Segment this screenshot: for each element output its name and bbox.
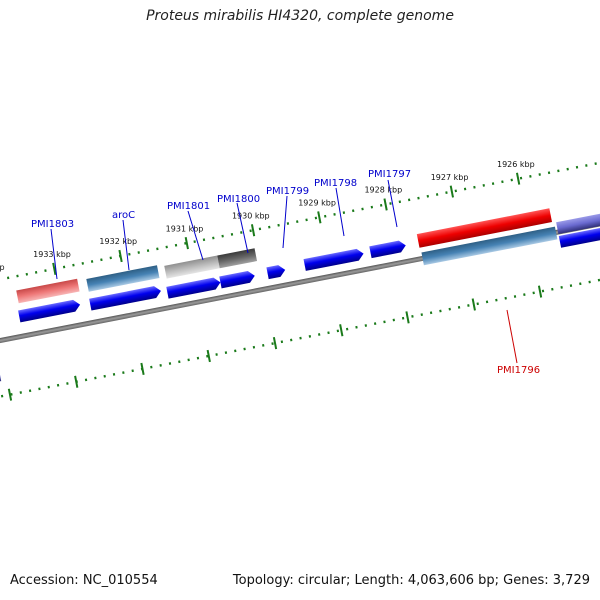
scale-tick <box>140 362 145 375</box>
genome-summary: Topology: circular; Length: 4,063,606 bp… <box>232 573 590 588</box>
map-title: Proteus mirabilis HI4320, complete genom… <box>146 8 454 24</box>
scale-label: 1928 kbp <box>364 186 402 195</box>
cds-pmi1796[interactable] <box>421 226 558 266</box>
cds-pmi1800[interactable] <box>219 270 256 289</box>
gene-aroc[interactable] <box>86 265 160 292</box>
scale-tick <box>206 349 211 363</box>
scale-label: 1933 kbp <box>33 250 71 259</box>
scale-tick <box>250 224 256 237</box>
scale-tick <box>317 211 322 224</box>
gene-edge-right[interactable] <box>556 212 600 235</box>
scale-tick <box>272 337 278 350</box>
gene-label[interactable]: aroC <box>112 210 135 221</box>
gene-pmi1796[interactable] <box>416 208 553 248</box>
scale-label: 1926 kbp <box>497 160 535 169</box>
outer-scale-ticks <box>52 172 521 275</box>
scale-label: 1932 kbp <box>99 237 137 246</box>
gene-label[interactable]: PMI1800 <box>217 194 260 205</box>
gene-pmi1800[interactable] <box>217 248 258 269</box>
gene-label[interactable]: PMI1801 <box>167 201 210 212</box>
scale-tick <box>405 311 410 324</box>
scale-tick <box>383 198 388 211</box>
scale-tick <box>449 185 454 198</box>
scale-label: 1930 kbp <box>232 211 270 220</box>
gene-label[interactable]: PMI1798 <box>314 178 357 189</box>
scale-tick <box>52 262 57 275</box>
gene-label[interactable]: PMI1803 <box>31 219 74 230</box>
scale-tick <box>184 237 189 250</box>
outer-scale-labels: 1934 kbp 1933 kbp 1932 kbp 1931 kbp 1930 kbp… <box>0 160 535 272</box>
gene-label[interactable]: PMI1799 <box>266 186 309 197</box>
gene-pmi1803[interactable] <box>16 278 80 304</box>
cds-aroc[interactable] <box>89 285 162 311</box>
gene-pmi1801[interactable] <box>164 255 220 279</box>
accession-text: Accession: NC_010554 <box>10 573 158 588</box>
scale-tick <box>339 324 344 337</box>
gene-label[interactable]: PMI1797 <box>368 169 411 180</box>
inner-scale-ticks <box>7 285 543 401</box>
cds-pmi1801[interactable] <box>166 277 221 299</box>
gene-label[interactable]: PMI1796 <box>497 365 540 376</box>
gene-label-leaders <box>50 179 518 364</box>
cds-pmi1798[interactable] <box>303 248 365 271</box>
scale-tick <box>537 285 543 298</box>
scale-label: 1929 kbp <box>298 199 336 208</box>
scale-tick <box>7 388 13 401</box>
scale-tick <box>471 298 476 311</box>
scale-tick <box>515 172 521 185</box>
scale-label: 1934 kbp <box>0 263 5 272</box>
cds-edge-right[interactable] <box>558 226 600 248</box>
scale-label: 1927 kbp <box>431 173 469 182</box>
gene-labels: PMI1803 aroC PMI1801 PMI1800 PMI1799 PMI… <box>31 169 540 376</box>
inner-scale-dots <box>0 272 600 402</box>
scale-tick <box>118 249 123 263</box>
scale-tick <box>74 375 79 388</box>
cds-pmi1803[interactable] <box>18 299 81 323</box>
cds-pmi1797[interactable] <box>369 239 407 259</box>
cds-pmi1799[interactable] <box>266 264 286 280</box>
scale-label: 1931 kbp <box>166 224 204 233</box>
gene-edge-left-purple[interactable] <box>0 369 2 388</box>
